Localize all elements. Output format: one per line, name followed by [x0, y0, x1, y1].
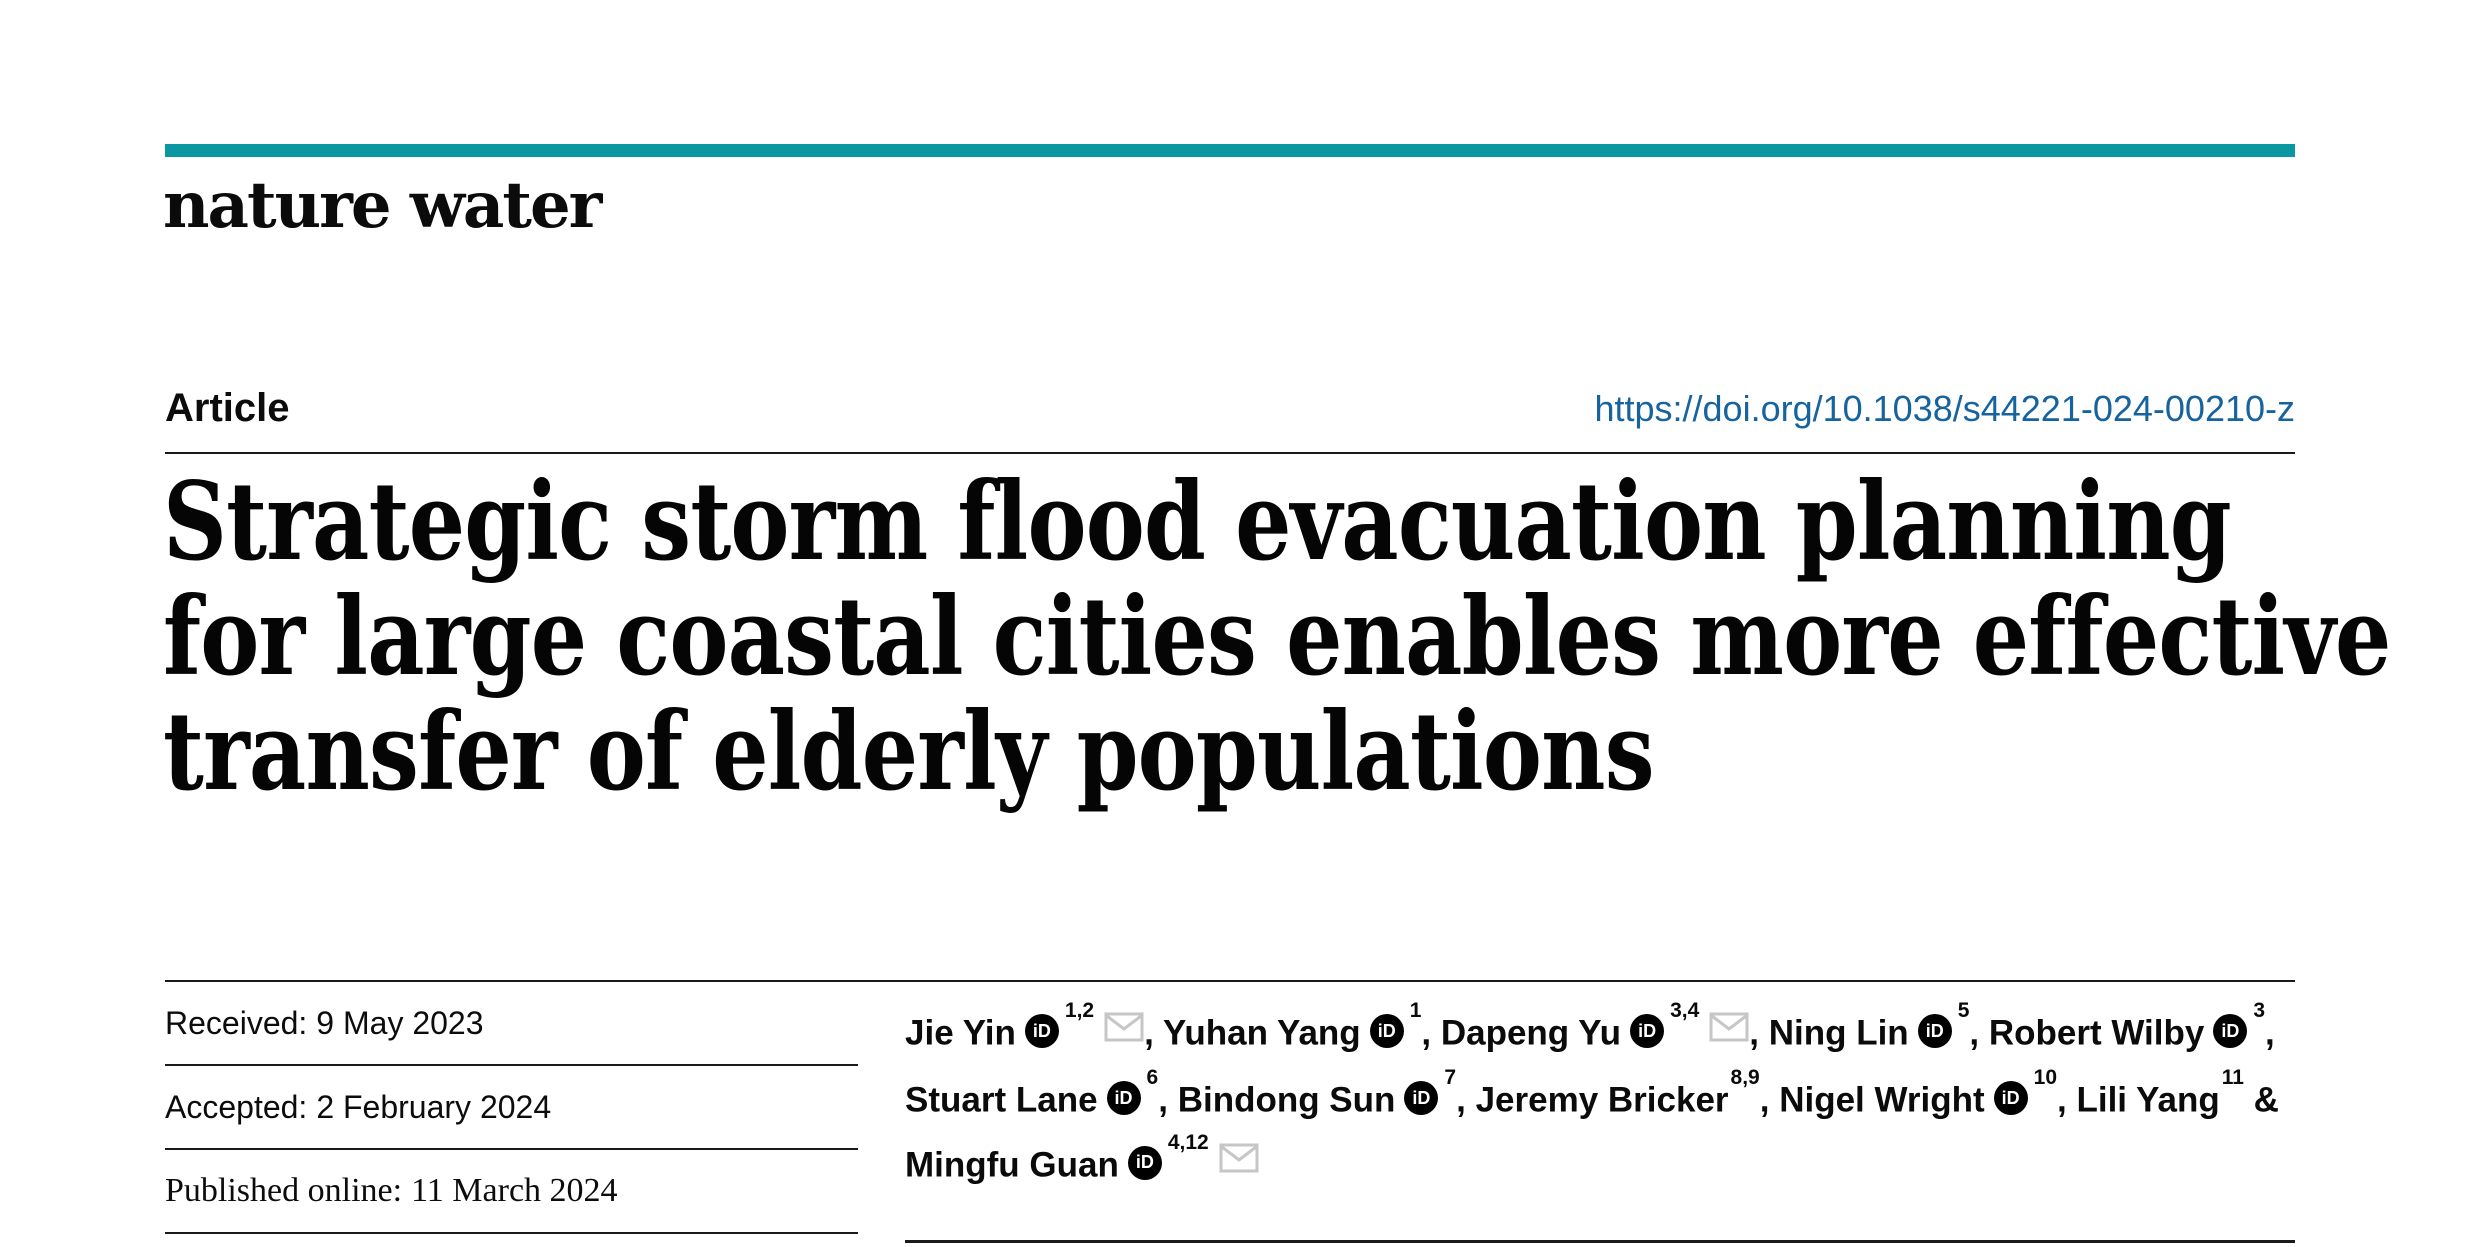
author-separator: ,: [1759, 1080, 1780, 1120]
author-separator: ,: [1144, 1013, 1163, 1053]
author-affiliation-superscript: 5: [1957, 999, 1970, 1022]
orcid-id-icon[interactable]: iD: [1127, 1145, 1162, 1180]
author-affiliation-superscript: 6: [1146, 1065, 1159, 1089]
authors-block: Jie Yin iD1,2, Yuhan Yang iD1, Dapeng Yu iD…: [905, 997, 2325, 1195]
orcid-id-icon[interactable]: iD: [1369, 1014, 1404, 1049]
author-separator: ,: [1456, 1080, 1476, 1120]
doi-link[interactable]: https://doi.org/10.1038/s44221-024-00210…: [1594, 388, 2295, 429]
envelope-icon[interactable]: [1709, 1002, 1749, 1059]
author-separator: ,: [1969, 1013, 1989, 1053]
author-name: Robert Wilby: [1988, 1013, 2205, 1053]
author-separator: ,: [1421, 1013, 1441, 1053]
authors-rule: [905, 1240, 2295, 1243]
journal-logo: nature water: [163, 168, 602, 243]
author-separator: ,: [2057, 1080, 2077, 1120]
author-affiliation-superscript: 3: [2253, 999, 2266, 1022]
author-affiliation-superscript: 1: [1409, 999, 1422, 1022]
received-value: 9 May 2023: [316, 1004, 484, 1041]
author-name: Bindong Sun: [1177, 1080, 1396, 1120]
author-affiliation-superscript: 1,2: [1064, 999, 1095, 1022]
published-value: 11 March 2024: [411, 1172, 618, 1209]
orcid-id-icon[interactable]: iD: [1993, 1081, 2028, 1116]
published-label: Published online:: [165, 1172, 403, 1209]
title-line-2: for large coastal cities enables more ef…: [163, 574, 2391, 700]
orcid-id-icon[interactable]: iD: [1404, 1081, 1439, 1116]
orcid-id-icon[interactable]: iD: [1106, 1081, 1141, 1116]
published-row: Published online: 11 March 2024: [165, 1150, 858, 1234]
dates-panel: Received: 9 May 2023 Accepted: 2 Februar…: [165, 982, 858, 1234]
author-name: Lili Yang: [2076, 1080, 2220, 1120]
title-line-3: transfer of elderly populations: [163, 689, 1655, 815]
article-header-row: Article https://doi.org/10.1038/s44221-0…: [165, 386, 2295, 431]
author-affiliation-superscript: 3,4: [1670, 999, 1700, 1022]
header-rule: [165, 452, 2295, 454]
received-row: Received: 9 May 2023: [165, 982, 858, 1066]
title-line-1: Strategic storm flood evacuation plannin…: [163, 459, 2232, 585]
masthead-bar: [165, 144, 2295, 157]
article-type-label: Article: [165, 386, 290, 430]
orcid-id-icon[interactable]: iD: [2213, 1014, 2248, 1049]
author-affiliation-superscript: 4,12: [1167, 1130, 1209, 1154]
orcid-id-icon[interactable]: iD: [1917, 1014, 1952, 1049]
author-name: Nigel Wright: [1779, 1080, 1985, 1120]
author-separator: &: [2243, 1080, 2279, 1120]
envelope-icon[interactable]: [1104, 1002, 1144, 1059]
author-separator: ,: [1749, 1013, 1769, 1053]
author-name: Jeremy Bricker: [1475, 1080, 1729, 1120]
author-affiliation-superscript: 8,9: [1730, 1065, 1760, 1089]
author-name: Dapeng Yu: [1440, 1013, 1622, 1053]
accepted-label: Accepted:: [165, 1088, 308, 1125]
author-name: Stuart Lane: [905, 1080, 1098, 1120]
author-name: Mingfu Guan: [905, 1145, 1119, 1185]
author-name: Ning Lin: [1768, 1013, 1909, 1053]
article-title: Strategic storm flood evacuation plannin…: [163, 459, 2391, 815]
meta-top-rule: [165, 980, 2295, 982]
author-affiliation-superscript: 10: [2033, 1065, 2058, 1089]
author-name: Yuhan Yang: [1162, 1013, 1361, 1053]
accepted-value: 2 February 2024: [316, 1088, 552, 1125]
orcid-id-icon[interactable]: iD: [1024, 1014, 1059, 1049]
author-affiliation-superscript: 7: [1444, 1065, 1457, 1089]
author-separator: ,: [1158, 1080, 1178, 1120]
author-name: Jie Yin: [905, 1013, 1016, 1053]
envelope-icon[interactable]: [1219, 1133, 1259, 1190]
orcid-id-icon[interactable]: iD: [1630, 1014, 1665, 1049]
author-affiliation-superscript: 11: [2221, 1065, 2244, 1089]
received-label: Received:: [165, 1004, 308, 1041]
author-separator: ,: [2265, 1013, 2285, 1053]
accepted-row: Accepted: 2 February 2024: [165, 1066, 858, 1150]
